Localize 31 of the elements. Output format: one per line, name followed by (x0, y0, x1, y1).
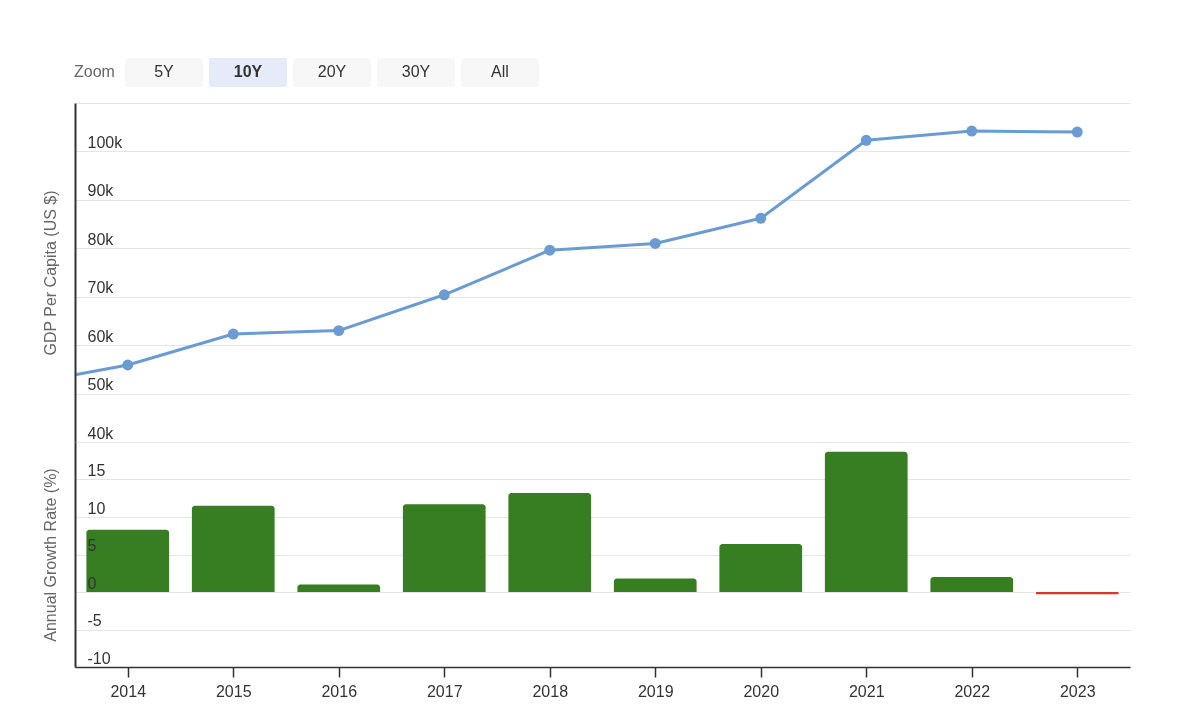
x-tick-label: 2023 (1059, 682, 1096, 700)
x-tick-label: 2014 (110, 682, 147, 700)
y-tick-label: 80k (87, 230, 115, 248)
y-axis-title: Annual Growth Rate (%) (41, 468, 59, 642)
y-tick-label: -5 (87, 612, 102, 629)
y-tick-label: 50k (87, 376, 115, 394)
x-tick-label: 2019 (637, 682, 674, 700)
x-tick-label: 2021 (848, 682, 885, 700)
text: 10Y (233, 63, 263, 80)
y-tick-label: 100k (87, 133, 124, 151)
y-tick-label: 70k (87, 279, 115, 297)
x-tick-label: 2016 (321, 682, 358, 700)
y-tick-label: 60k (87, 327, 115, 345)
text: All (491, 63, 509, 80)
y-tick-label: 10 (87, 499, 106, 517)
x-tick-label: 2015 (215, 682, 252, 700)
y-tick-label: 90k (87, 182, 115, 200)
y-tick-label: -10 (87, 649, 111, 667)
y-tick-label: 40k (87, 424, 115, 442)
text: 5Y (154, 63, 175, 80)
x-tick-label: 2022 (954, 682, 991, 700)
y-tick-label: 15 (87, 462, 106, 479)
y-tick-label: 5 (87, 537, 97, 554)
x-tick-label: 2018 (532, 682, 569, 700)
text: Zoom (74, 63, 115, 80)
text: 20Y (317, 63, 347, 80)
y-axis-title: GDP Per Capita (US $) (41, 190, 59, 356)
y-tick-label: 0 (87, 574, 97, 592)
x-tick-label: 2020 (743, 682, 780, 700)
text: 30Y (401, 63, 431, 80)
x-tick-label: 2017 (426, 682, 463, 700)
